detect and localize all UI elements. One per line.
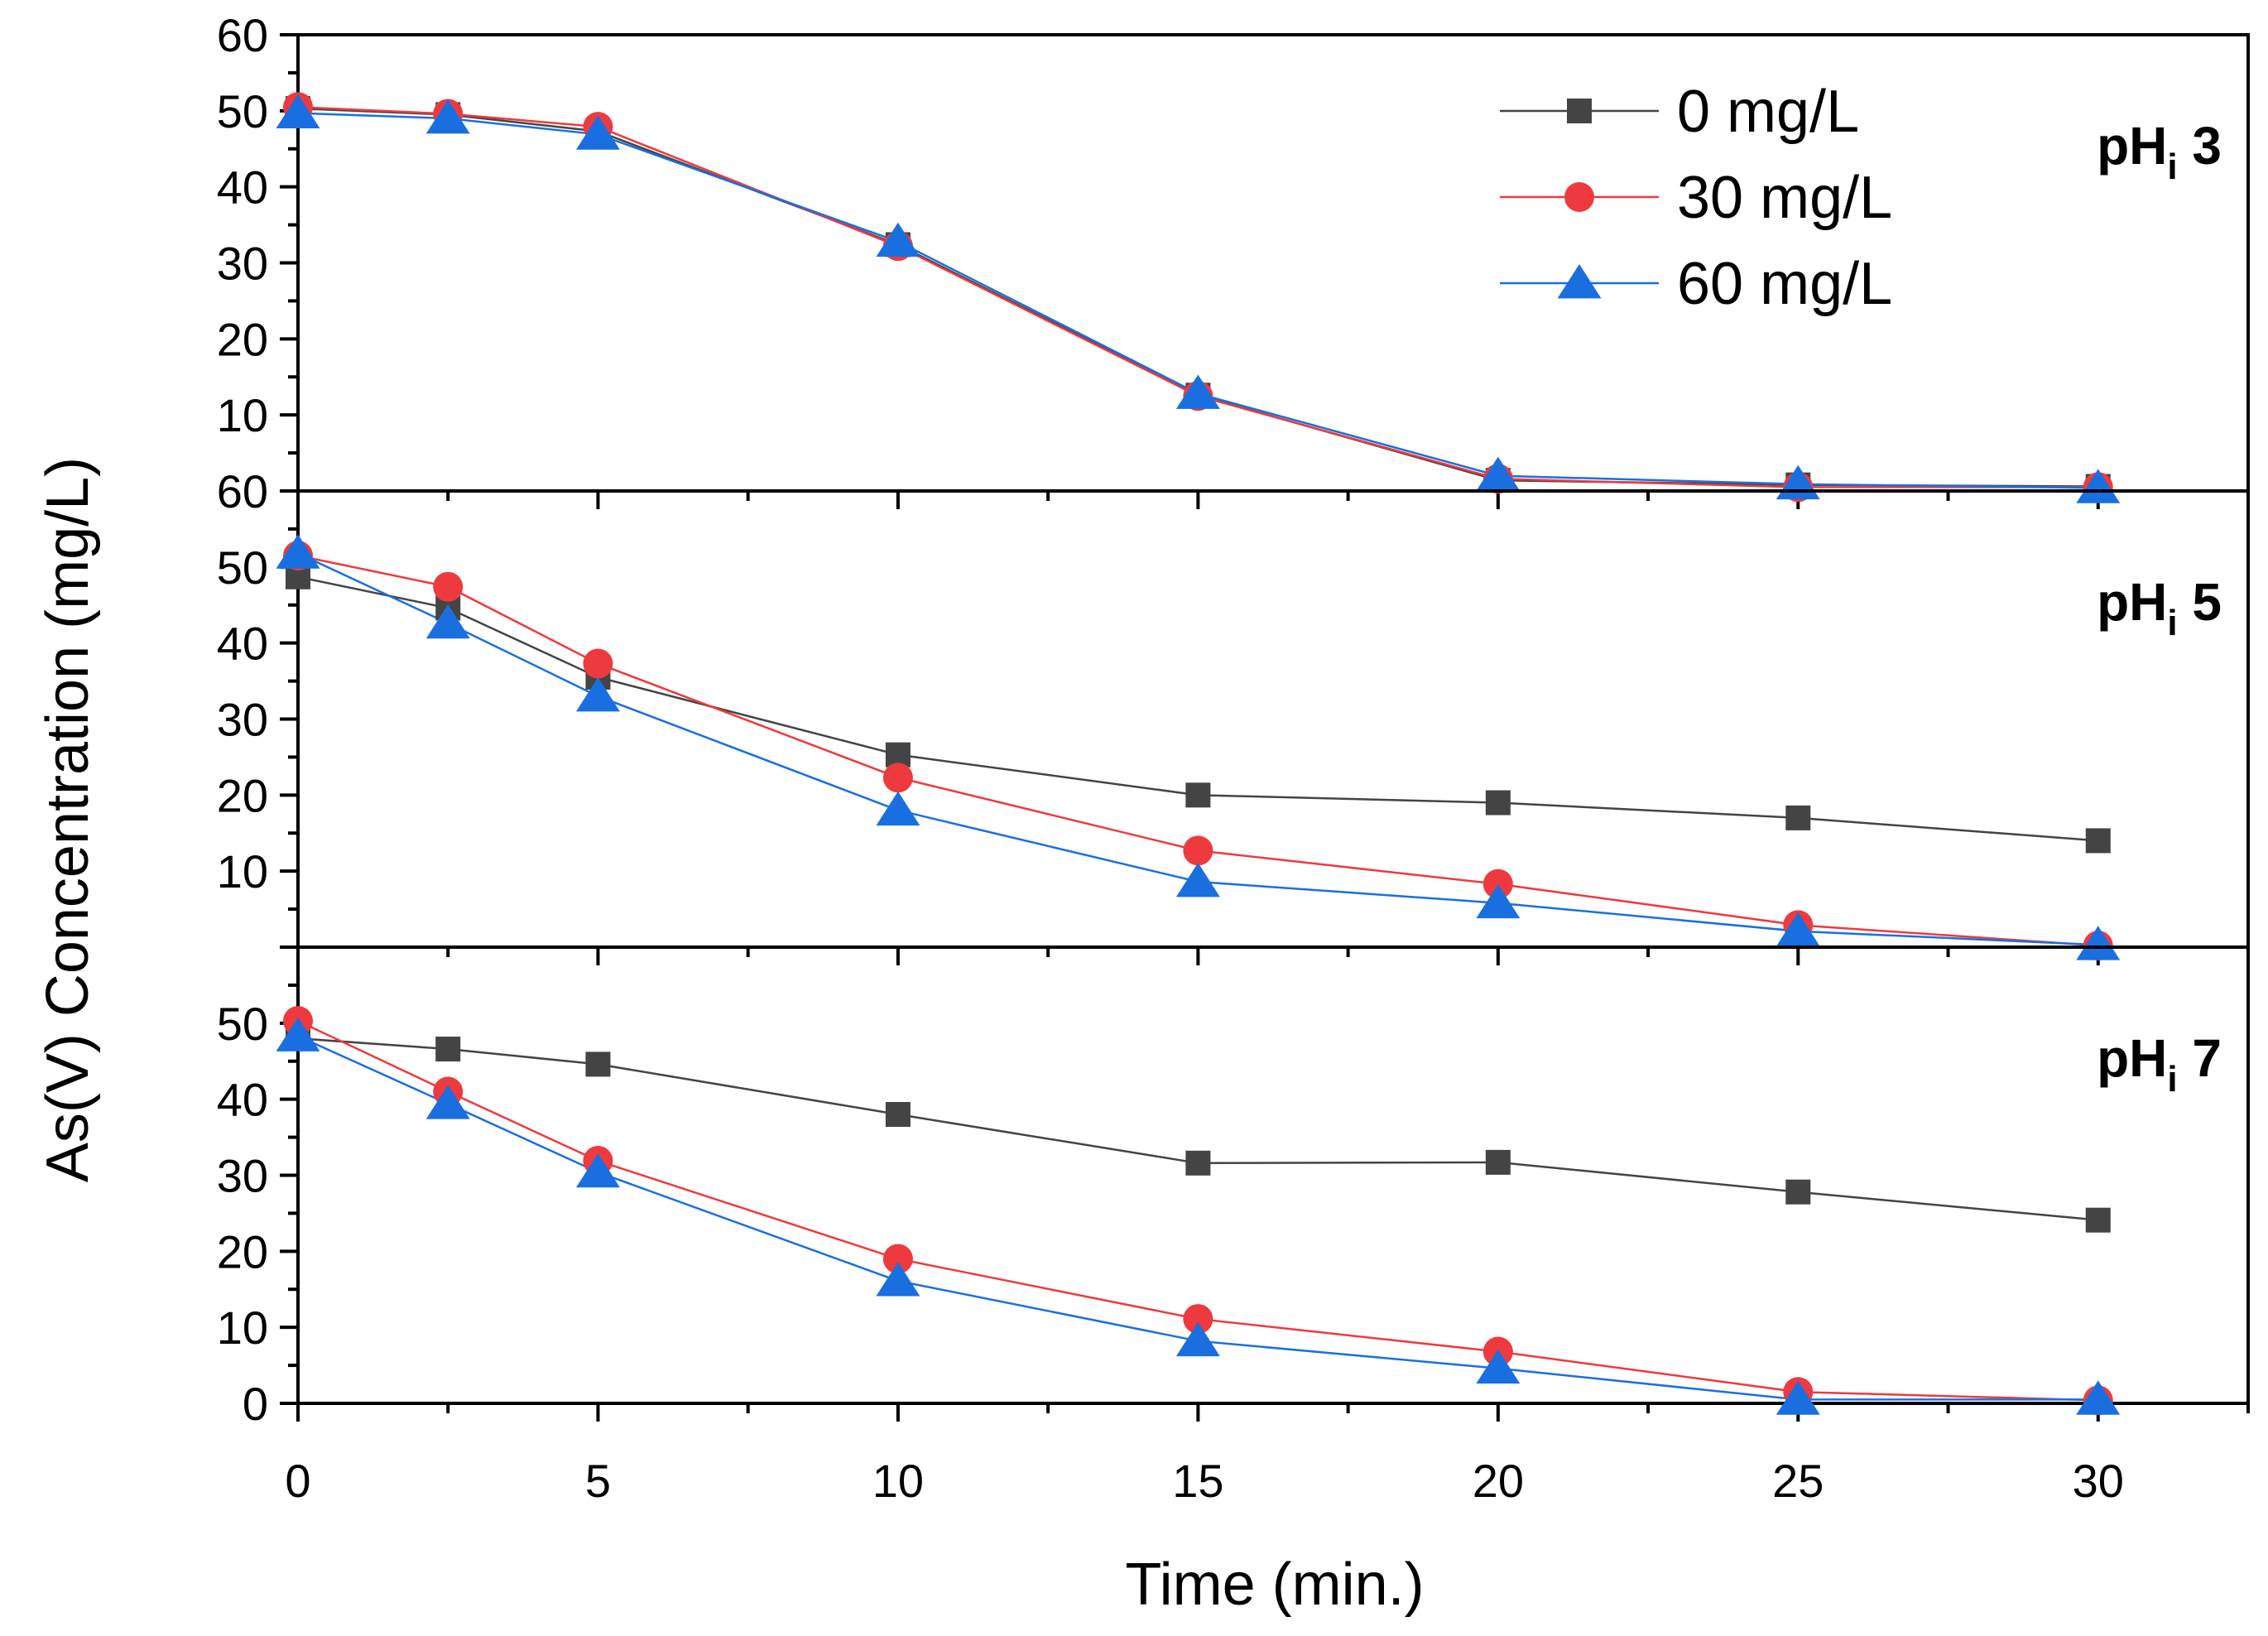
data-point-0-mg-l [585,1051,611,1077]
data-point-0-mg-l [1485,1149,1511,1175]
data-point-30-mg-l [882,1244,913,1274]
legend-marker [1564,182,1594,212]
data-point-60-mg-l [1775,912,1820,947]
legend-label: 60 mg/L [1677,251,1892,317]
data-point-60-mg-l [425,1085,470,1119]
data-point-30-mg-l [882,763,913,793]
series-line-30-mg-l [297,1019,2098,1402]
data-point-0-mg-l [435,1037,461,1062]
data-point-0-mg-l [1185,782,1211,808]
data-point-0-mg-l [1185,1150,1211,1176]
data-point-0-mg-l [885,1102,911,1128]
x-tick-label: 15 [1172,1455,1223,1507]
series-line-60-mg-l [297,552,2098,946]
data-point-60-mg-l [2076,926,2121,960]
data-point-0-mg-l [2085,828,2111,854]
x-tick-label: 25 [1772,1455,1824,1507]
data-point-60-mg-l [576,1152,620,1188]
data-point-60-mg-l [425,99,470,134]
legend: 0 mg/L 30 mg/L 60 mg/L [1500,79,1892,317]
legend-label: 0 mg/L [1677,79,1859,145]
series-line-0-mg-l [297,1037,2098,1221]
data-point-30-mg-l [433,571,464,602]
y-tick-label: 60 [217,465,268,517]
data-point-30-mg-l [1183,835,1213,866]
legend-item: 0 mg/L [1500,79,1859,145]
x-tick-label: 20 [1473,1455,1524,1507]
data-point-0-mg-l [1785,1179,1811,1205]
y-tick-label: 0 [243,1378,268,1430]
data-point-60-mg-l [1175,863,1220,897]
x-tick-label: 10 [872,1455,924,1507]
series-line-30-mg-l [297,105,2098,488]
legend-marker [1557,264,1602,299]
data-point-60-mg-l [1476,456,1521,492]
legend-label: 30 mg/L [1677,165,1892,231]
data-point-60-mg-l [576,115,620,150]
data-point-60-mg-l [2076,469,2121,503]
data-point-60-mg-l [2076,1380,2121,1415]
data-point-60-mg-l [1476,1349,1521,1384]
y-tick-label: 20 [217,1225,268,1278]
y-tick-label: 30 [217,694,268,746]
y-tick-label: 10 [217,1302,268,1354]
series-line-30-mg-l [297,554,2098,947]
panel-label: pHi 3 [2097,116,2222,187]
y-tick-label: 50 [217,85,268,137]
data-point-60-mg-l [276,1017,320,1051]
panel-1: 10 20 30 40 50 60 pHi 3 [217,9,2250,509]
panel-3: 0 10 20 30 40 50 pHi 7 [217,946,2250,1430]
data-point-60-mg-l [1175,1321,1220,1357]
data-point-60-mg-l [425,604,470,639]
series-line-60-mg-l [297,1035,2098,1401]
legend-item: 30 mg/L [1500,165,1892,231]
data-point-60-mg-l [1175,374,1220,409]
legend-marker [1567,99,1592,123]
y-tick-label: 20 [217,769,268,821]
y-tick-label: 60 [217,9,268,61]
data-point-60-mg-l [276,94,320,128]
x-tick-label: 0 [285,1455,310,1507]
data-point-0-mg-l [1485,790,1511,816]
data-point-60-mg-l [876,1262,920,1297]
data-point-30-mg-l [1183,1304,1213,1335]
data-point-0-mg-l [1785,805,1811,830]
data-point-60-mg-l [1775,464,1820,500]
data-point-60-mg-l [1775,1380,1820,1415]
data-point-60-mg-l [276,534,320,569]
data-point-60-mg-l [1476,883,1521,919]
series-line-60-mg-l [297,112,2098,489]
x-axis-title: Time (min.) [1125,1552,1424,1618]
data-point-60-mg-l [576,676,620,712]
data-point-60-mg-l [876,791,920,826]
y-tick-label: 10 [217,389,268,441]
chart-panels: 10 20 30 40 50 60 pHi 3 10 20 30 40 50 60 pHi 5 0 10 20 3… [217,9,2250,1430]
y-tick-label: 50 [217,541,268,594]
x-tick-label: 5 [585,1455,611,1507]
series-line-0-mg-l [297,575,2098,842]
panel-label: pHi 5 [2097,572,2222,643]
y-tick-label: 40 [217,1074,268,1126]
y-tick-label: 40 [217,618,268,670]
x-tick-label: 30 [2073,1455,2124,1507]
y-tick-label: 50 [217,998,268,1050]
panel-2: 10 20 30 40 50 60 pHi 5 [217,465,2250,965]
panel-label: pHi 7 [2097,1028,2222,1099]
x-axis: 0 5 10 15 20 25 30 [285,1455,2123,1507]
legend-item: 60 mg/L [1500,251,1892,317]
data-point-30-mg-l [583,648,613,679]
y-tick-label: 10 [217,845,268,897]
y-axis-title: As(V) Concentration (mg/L) [35,457,101,1182]
panel-frame [296,489,2250,949]
data-point-0-mg-l [2085,1207,2111,1233]
panel-frame [296,33,2250,493]
y-tick-label: 20 [217,313,268,365]
y-tick-label: 30 [217,1150,268,1202]
data-point-60-mg-l [876,222,920,257]
y-tick-label: 40 [217,161,268,214]
y-tick-label: 30 [217,238,268,290]
